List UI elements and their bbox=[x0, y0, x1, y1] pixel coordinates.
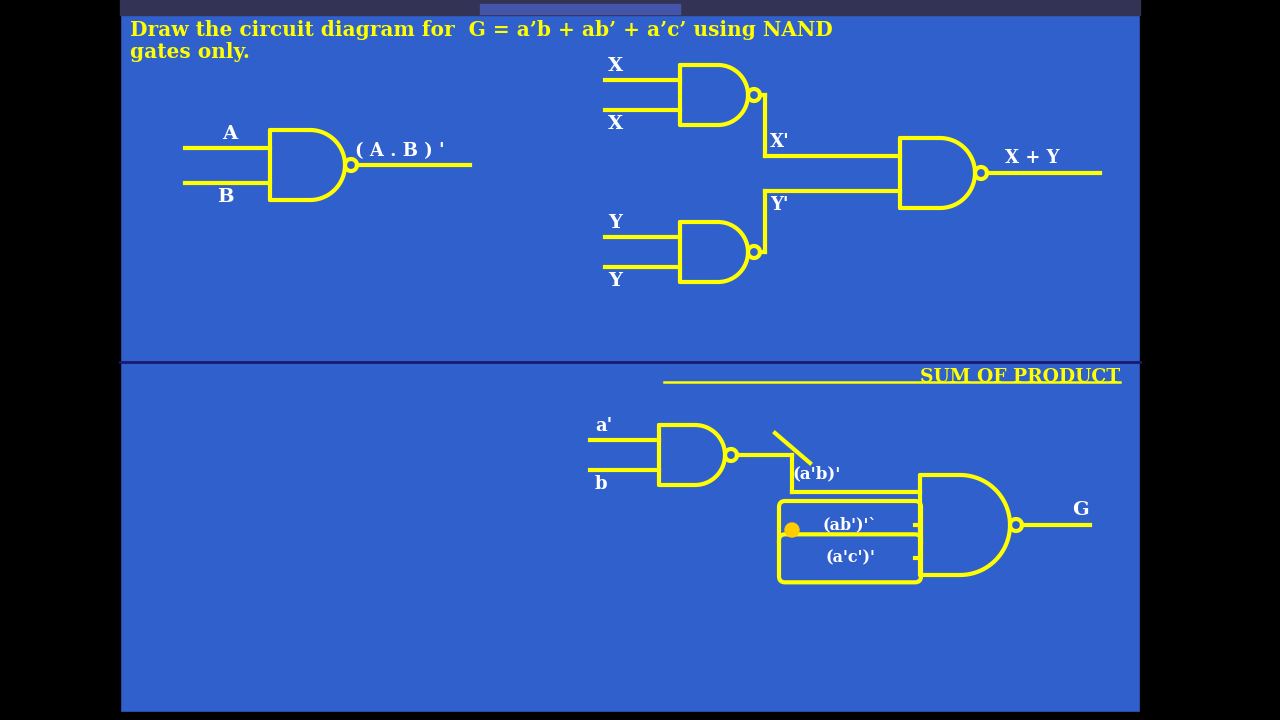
Text: gates only.: gates only. bbox=[131, 42, 250, 62]
FancyBboxPatch shape bbox=[780, 534, 922, 582]
Text: Y': Y' bbox=[771, 196, 788, 214]
Text: Draw the circuit diagram for  G = a’b + ab’ + a’c’ using NAND: Draw the circuit diagram for G = a’b + a… bbox=[131, 20, 833, 40]
Bar bbox=[480, 4, 680, 14]
Circle shape bbox=[785, 523, 799, 537]
Text: Y: Y bbox=[608, 214, 622, 232]
Bar bbox=[120, 362, 1140, 712]
Text: X': X' bbox=[771, 132, 790, 150]
Text: (a'b)': (a'b)' bbox=[792, 465, 841, 482]
Text: SUM OF PRODUCT: SUM OF PRODUCT bbox=[920, 368, 1120, 386]
Text: A: A bbox=[223, 125, 238, 143]
Bar bbox=[120, 10, 1140, 362]
Text: X: X bbox=[608, 57, 623, 75]
Text: (a'c')': (a'c')' bbox=[826, 550, 876, 567]
Text: Y: Y bbox=[608, 272, 622, 290]
FancyBboxPatch shape bbox=[780, 501, 922, 549]
Text: X: X bbox=[608, 115, 623, 133]
Text: (ab')'`: (ab')'` bbox=[823, 516, 877, 534]
Text: a': a' bbox=[595, 417, 612, 435]
Text: G: G bbox=[1071, 501, 1088, 519]
Text: ( A . B ) ': ( A . B ) ' bbox=[355, 142, 444, 160]
Text: B: B bbox=[216, 187, 233, 205]
Text: b: b bbox=[595, 475, 608, 493]
Text: X + Y: X + Y bbox=[1005, 149, 1060, 167]
